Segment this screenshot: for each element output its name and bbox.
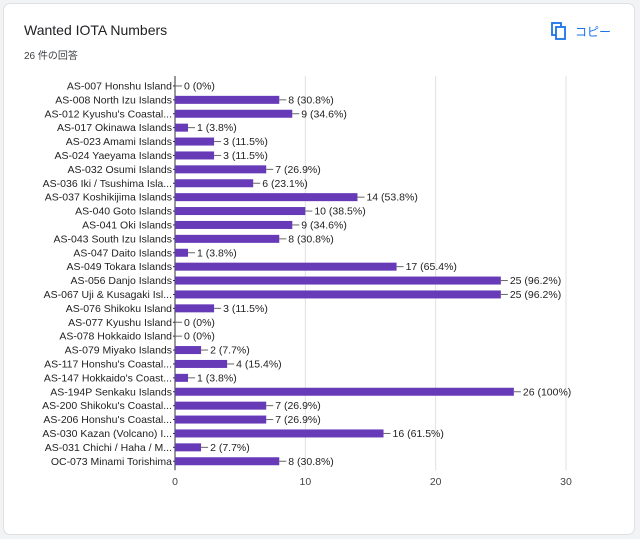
- chart-title: Wanted IOTA Numbers: [24, 22, 168, 38]
- value-label: 3 (11.5%): [223, 150, 268, 162]
- category-label: AS-032 Osumi Islands: [68, 164, 172, 176]
- value-label: 6 (23.1%): [262, 178, 308, 190]
- x-tick-label: 10: [299, 476, 311, 488]
- category-label: AS-017 Okinawa Islands: [57, 122, 172, 134]
- bar: [175, 248, 189, 257]
- value-label: 7 (26.9%): [275, 414, 321, 426]
- category-label: AS-041 Oki Islands: [82, 219, 172, 231]
- bar: [175, 346, 202, 355]
- bar: [175, 151, 215, 160]
- bar: [175, 401, 267, 410]
- value-label: 9 (34.6%): [301, 219, 347, 231]
- bar: [175, 304, 215, 313]
- category-label: AS-037 Koshikijima Islands: [45, 192, 172, 204]
- bar: [175, 179, 254, 188]
- x-tick-label: 0: [172, 476, 178, 488]
- bar: [175, 234, 280, 243]
- category-label: AS-076 Shikoku Island: [66, 303, 172, 315]
- bar: [175, 137, 215, 146]
- value-label: 8 (30.8%): [288, 233, 334, 245]
- value-label: 26 (100%): [523, 386, 571, 398]
- copy-icon: [551, 22, 566, 40]
- copy-button[interactable]: コピー: [551, 18, 611, 44]
- x-tick-label: 30: [560, 476, 572, 488]
- value-label: 10 (38.5%): [314, 206, 365, 218]
- value-label: 8 (30.8%): [288, 94, 334, 106]
- category-label: AS-078 Hokkaido Island: [59, 331, 172, 343]
- category-label: AS-077 Kyushu Island: [68, 317, 172, 329]
- value-label: 25 (96.2%): [510, 289, 561, 301]
- category-label: AS-117 Honshu's Coastal...: [44, 358, 172, 370]
- value-label: 25 (96.2%): [510, 275, 561, 287]
- category-label: OC-073 Minami Torishima: [51, 456, 172, 468]
- value-label: 0 (0%): [184, 80, 215, 92]
- value-label: 9 (34.6%): [301, 108, 347, 120]
- value-label: 2 (7.7%): [210, 442, 250, 454]
- value-label: 0 (0%): [184, 331, 215, 343]
- bar: [175, 276, 501, 285]
- response-count: 26 件の回答: [24, 51, 78, 62]
- category-label: AS-194P Senkaku Islands: [50, 386, 172, 398]
- value-label: 16 (61.5%): [393, 428, 444, 440]
- value-label: 8 (30.8%): [288, 456, 334, 468]
- category-label: AS-031 Chichi / Haha / M...: [45, 442, 172, 454]
- bar: [175, 220, 293, 229]
- category-label: AS-047 Daito Islands: [73, 247, 172, 259]
- bar: [175, 457, 280, 466]
- category-label: AS-012 Kyushu's Coastal...: [45, 108, 173, 120]
- copy-label: コピー: [575, 24, 612, 39]
- value-label: 3 (11.5%): [223, 136, 268, 148]
- bar: [175, 95, 280, 104]
- category-label: AS-024 Yaeyama Islands: [54, 150, 172, 162]
- value-label: 7 (26.9%): [275, 400, 321, 412]
- value-label: 3 (11.5%): [223, 303, 268, 315]
- value-label: 14 (53.8%): [366, 192, 417, 204]
- bar: [175, 429, 384, 438]
- category-label: AS-079 Miyako Islands: [65, 345, 172, 357]
- category-label: AS-067 Uji & Kusagaki Isl...: [44, 289, 172, 301]
- category-label: AS-056 Danjo Islands: [70, 275, 172, 287]
- bar: [175, 290, 501, 299]
- bar: [175, 207, 306, 216]
- bar: [175, 387, 514, 396]
- bar: [175, 373, 189, 382]
- bar: [175, 262, 397, 271]
- value-label: 4 (15.4%): [236, 358, 282, 370]
- category-label: AS-043 South Izu Islands: [54, 233, 173, 245]
- bar: [175, 109, 293, 118]
- bar: [175, 165, 267, 174]
- category-label: AS-049 Tokara Islands: [67, 261, 172, 273]
- category-label: AS-036 Iki / Tsushima Isla...: [43, 178, 172, 190]
- category-label: AS-030 Kazan (Volcano) I...: [42, 428, 172, 440]
- value-label: 1 (3.8%): [197, 372, 237, 384]
- value-label: 1 (3.8%): [197, 122, 237, 134]
- bar: [175, 415, 267, 424]
- bar: [175, 359, 228, 368]
- bar: [175, 443, 202, 452]
- x-tick-label: 20: [430, 476, 442, 488]
- category-label: AS-206 Honshu's Coastal...: [43, 414, 172, 426]
- bar: [175, 193, 358, 202]
- category-label: AS-007 Honshu Island: [67, 80, 172, 92]
- value-label: 1 (3.8%): [197, 247, 237, 259]
- category-label: AS-023 Amami Islands: [66, 136, 172, 148]
- value-label: 0 (0%): [184, 317, 215, 329]
- category-label: AS-200 Shikoku's Coastal...: [42, 400, 172, 412]
- value-label: 7 (26.9%): [275, 164, 321, 176]
- category-label: AS-008 North Izu Islands: [55, 94, 172, 106]
- category-label: AS-040 Goto Islands: [75, 206, 172, 218]
- category-label: AS-147 Hokkaido's Coast...: [44, 372, 172, 384]
- value-label: 2 (7.7%): [210, 345, 250, 357]
- value-label: 17 (65.4%): [406, 261, 457, 273]
- bar: [175, 123, 189, 132]
